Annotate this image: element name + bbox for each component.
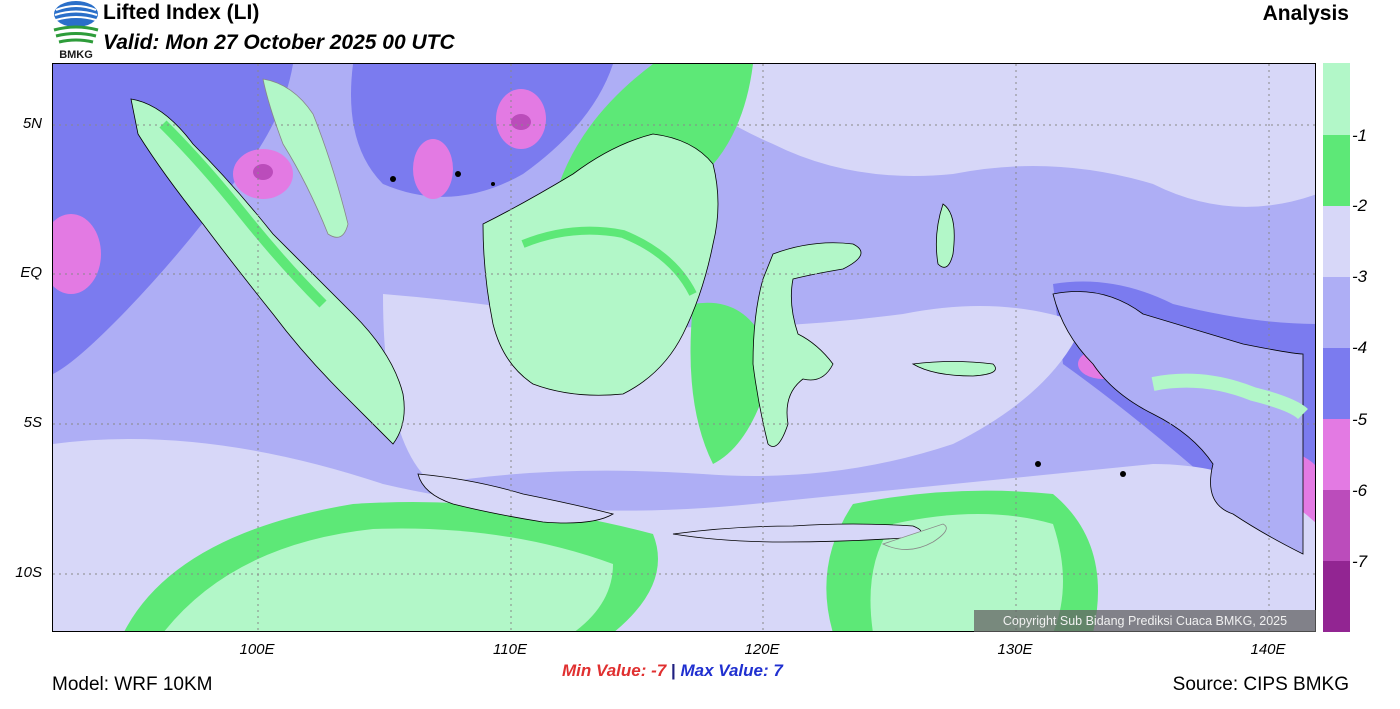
small-island — [390, 176, 396, 182]
lon-tick-100e: 100E — [239, 641, 275, 658]
bmkg-logo: BMKG — [52, 0, 100, 61]
legend-label: -1 — [1352, 126, 1368, 145]
gridlines — [53, 64, 1315, 631]
lon-tick-110e: 110E — [493, 641, 527, 658]
malay-peninsula — [262, 78, 349, 238]
min-value: Min Value: -7 — [562, 661, 667, 680]
lat-tick-10s: 10S — [15, 564, 42, 581]
max-value: Max Value: 7 — [680, 661, 783, 680]
source-name: Source: CIPS BMKG — [1172, 674, 1349, 695]
legend-label: -7 — [1352, 552, 1368, 571]
lat-tick-5n: 5N — [22, 115, 42, 132]
island-papua — [1052, 291, 1304, 555]
small-island — [1035, 461, 1041, 467]
patch-purple — [511, 114, 531, 130]
legend-swatch-3 — [1323, 277, 1350, 348]
region-dark-west — [53, 64, 293, 374]
legend-swatch-0 — [1323, 63, 1350, 135]
small-island — [491, 182, 495, 186]
lat-tick-eq: EQ — [20, 264, 42, 281]
lifted-index-map — [52, 63, 1316, 632]
region-palegreen-southwest — [164, 528, 613, 631]
legend-swatch-5 — [1323, 419, 1350, 490]
island-java — [417, 473, 615, 524]
legend-label: -3 — [1352, 267, 1368, 286]
patch-magenta — [413, 139, 453, 199]
legend-swatch-6 — [1323, 490, 1350, 561]
patch-purple — [253, 164, 273, 180]
region-green-sulawesi-sea — [690, 302, 773, 464]
small-island — [455, 171, 461, 177]
legend-swatch-1 — [1323, 135, 1350, 206]
island-halmahera — [935, 203, 955, 268]
patch-magenta — [53, 214, 101, 294]
valid-time: Valid: Mon 27 October 2025 00 UTC — [103, 31, 455, 54]
value-separator: | — [670, 661, 676, 680]
lat-tick-5s: 5S — [23, 414, 42, 431]
region-light-northeast — [653, 64, 1315, 207]
sumatra-green-band — [159, 120, 327, 308]
island-seram — [911, 361, 996, 377]
island-sumatra — [130, 98, 405, 445]
island-borneo — [482, 133, 719, 396]
island-sulawesi — [752, 242, 862, 447]
lon-tick-130e: 130E — [997, 641, 1033, 658]
logo-text: BMKG — [59, 49, 93, 60]
borneo-green-band — [521, 226, 697, 296]
chart-title: Lifted Index (LI) — [103, 1, 260, 24]
legend-swatch-7 — [1323, 561, 1350, 632]
legend-label: -6 — [1352, 481, 1368, 500]
small-island — [1120, 471, 1126, 477]
legend-swatch-4 — [1323, 348, 1350, 419]
legend-label: -5 — [1352, 410, 1368, 429]
papua-highlands — [1151, 373, 1308, 420]
legend-colorbar — [1323, 63, 1350, 632]
lon-tick-140e: 140E — [1250, 641, 1286, 658]
min-max-values: Min Value: -7 | Max Value: 7 — [562, 661, 783, 681]
lon-tick-120e: 120E — [744, 641, 780, 658]
legend-swatch-2 — [1323, 206, 1350, 277]
legend-label: -4 — [1352, 338, 1368, 357]
analysis-label: Analysis — [1262, 2, 1349, 25]
model-name: Model: WRF 10KM — [52, 674, 213, 695]
island-timor — [881, 523, 947, 550]
copyright-notice: Copyright Sub Bidang Prediksi Cuaca BMKG… — [974, 610, 1316, 632]
legend-label: -2 — [1352, 196, 1368, 215]
